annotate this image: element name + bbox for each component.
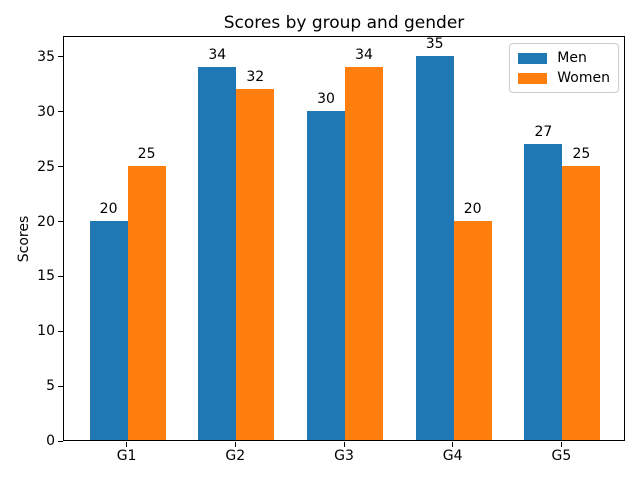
y-tick-0 bbox=[58, 440, 63, 442]
value-label-men-g1: 20 bbox=[99, 200, 118, 217]
y-tick-5 bbox=[58, 385, 63, 387]
bar-men-g1 bbox=[89, 220, 128, 440]
y-tick-20 bbox=[58, 221, 63, 222]
y-tick-15 bbox=[58, 275, 63, 277]
bar-women-g4 bbox=[453, 220, 492, 440]
x-tick-label-g3: G3 bbox=[334, 448, 354, 464]
x-tick-g1 bbox=[126, 442, 128, 447]
legend-item-women: Women bbox=[518, 68, 610, 88]
legend-label-women: Women bbox=[557, 70, 610, 86]
bar-men-g3 bbox=[307, 110, 345, 440]
y-tick-label-30: 30 bbox=[37, 103, 55, 120]
legend-item-men: Men bbox=[518, 48, 610, 68]
bar-men-g4 bbox=[415, 55, 454, 440]
bar-women-g5 bbox=[562, 165, 601, 440]
y-tick-30 bbox=[58, 111, 63, 113]
plot-area: 20 34 30 35 27 25 32 34 20 25 bbox=[63, 36, 625, 441]
value-label-men-g3: 30 bbox=[317, 90, 335, 107]
value-label-men-g4: 35 bbox=[425, 35, 444, 52]
legend-swatch-men bbox=[518, 52, 548, 64]
x-tick-g3 bbox=[343, 442, 345, 447]
chart-title: Scores by group and gender bbox=[223, 13, 465, 33]
y-tick-10 bbox=[58, 330, 63, 332]
y-tick-label-10: 10 bbox=[37, 323, 55, 340]
x-tick-label-g1: G1 bbox=[116, 448, 137, 464]
legend-label-men: Men bbox=[557, 50, 587, 66]
value-label-women-g4: 20 bbox=[463, 200, 482, 217]
bar-women-g3 bbox=[345, 66, 383, 440]
x-tick-g4 bbox=[452, 442, 454, 447]
value-label-women-g2: 32 bbox=[246, 68, 265, 85]
y-tick-label-15: 15 bbox=[37, 268, 55, 285]
y-tick-25 bbox=[58, 166, 63, 168]
y-tick-label-25: 25 bbox=[37, 158, 55, 175]
value-label-men-g5: 27 bbox=[534, 123, 553, 140]
y-tick-label-20: 20 bbox=[37, 213, 55, 230]
bar-men-g2 bbox=[198, 66, 237, 440]
bar-women-g1 bbox=[127, 165, 166, 440]
value-label-women-g3: 34 bbox=[355, 46, 373, 63]
value-label-women-g1: 25 bbox=[137, 145, 156, 162]
x-tick-g2 bbox=[234, 442, 236, 447]
value-label-men-g2: 34 bbox=[208, 46, 227, 63]
y-tick-35 bbox=[58, 56, 63, 58]
bar-women-g2 bbox=[236, 88, 275, 440]
y-tick-label-35: 35 bbox=[37, 48, 55, 65]
x-tick-label-g2: G2 bbox=[225, 448, 246, 464]
legend-swatch-women bbox=[518, 72, 548, 84]
x-tick-g5 bbox=[560, 442, 562, 447]
bar-men-g5 bbox=[524, 143, 563, 440]
y-tick-label-5: 5 bbox=[46, 378, 55, 395]
y-tick-label-0: 0 bbox=[46, 433, 55, 449]
x-tick-label-g4: G4 bbox=[442, 448, 463, 464]
legend: Men Women bbox=[509, 43, 619, 93]
value-label-women-g5: 25 bbox=[572, 145, 591, 162]
x-tick-label-g5: G5 bbox=[551, 448, 572, 464]
